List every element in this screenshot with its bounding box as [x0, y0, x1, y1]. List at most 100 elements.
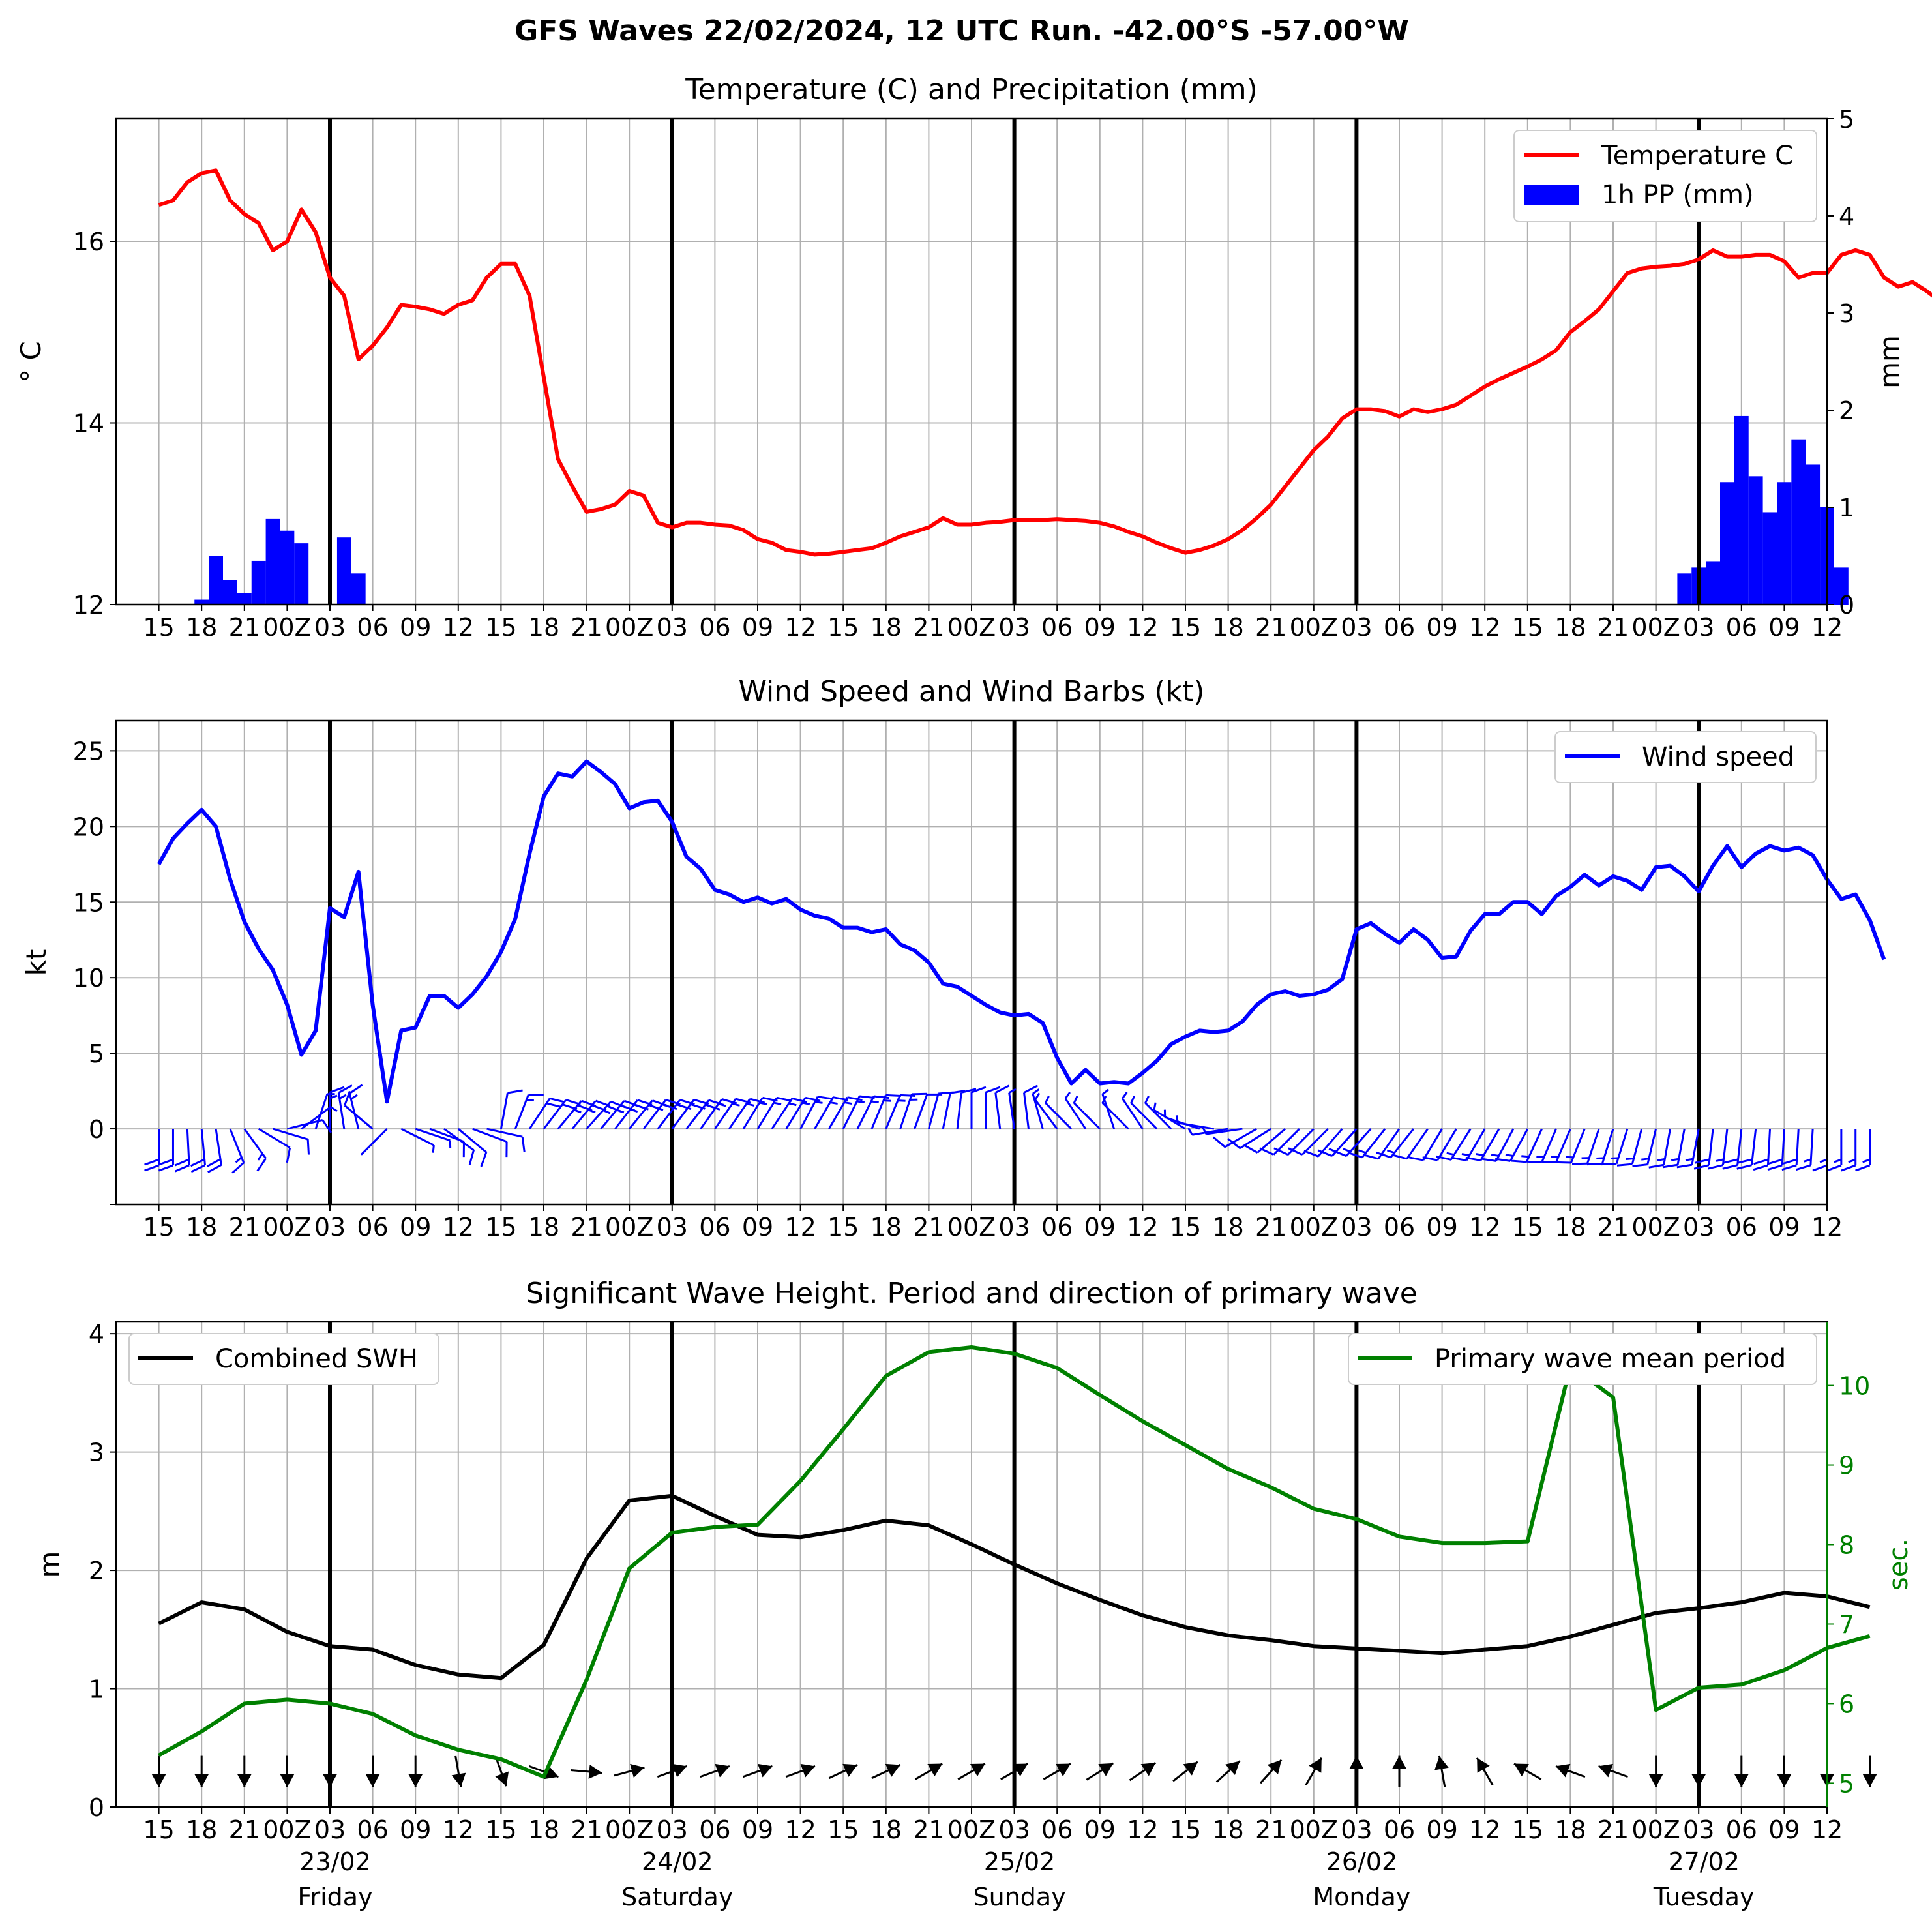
wind-barb — [472, 1128, 508, 1158]
barb-feather — [1723, 1158, 1738, 1164]
day-date-label: 25/02 — [984, 1847, 1056, 1876]
barb-feather — [349, 1084, 363, 1094]
arrow-head — [1183, 1761, 1198, 1776]
wind-barb — [1144, 1096, 1172, 1130]
barb-feather — [1494, 1158, 1511, 1162]
x-tick-label: 06 — [357, 1815, 388, 1844]
barb-feather — [1212, 1136, 1226, 1148]
barb-feather — [1601, 1163, 1617, 1166]
x-tick-label: 12 — [1127, 613, 1158, 642]
wind-barb — [1812, 1129, 1828, 1172]
wind-barb — [457, 1128, 488, 1167]
y-tick-label: 3 — [89, 1439, 104, 1467]
barb-staff — [842, 1096, 861, 1129]
barb-half-feather — [1175, 1115, 1179, 1124]
barb-half-feather — [1834, 1158, 1842, 1163]
barb-feather — [1023, 1084, 1039, 1094]
arrow-head — [927, 1763, 943, 1777]
barb-feather — [344, 1090, 351, 1106]
barb-staff — [1554, 1128, 1571, 1163]
barb-half-feather — [814, 1101, 823, 1104]
x-tick-label: 06 — [1041, 613, 1073, 642]
x-tick-label: 21 — [913, 613, 944, 642]
arrow-head — [1648, 1774, 1663, 1787]
barb-staff — [1361, 1128, 1386, 1158]
legend-period-label: Primary wave mean period — [1434, 1344, 1786, 1374]
wind-barb — [1601, 1128, 1629, 1166]
x-tick-label: 12 — [443, 613, 474, 642]
x-tick-label: 03 — [314, 1213, 346, 1242]
wind-barb — [443, 1128, 475, 1165]
barb-staff — [1450, 1128, 1472, 1161]
barb-staff — [415, 1128, 451, 1142]
barb-half-feather — [1343, 1148, 1351, 1153]
x-tick-label: 18 — [528, 1815, 559, 1844]
x-tick-label: 18 — [1554, 613, 1586, 642]
panel3-ylabel: m — [33, 1551, 65, 1578]
barb-staff — [914, 1094, 929, 1129]
barb-feather — [885, 1094, 901, 1097]
barb-feather — [1465, 1156, 1481, 1161]
y-right-tick-label: 9 — [1839, 1452, 1854, 1480]
barb-half-feather — [1034, 1092, 1041, 1101]
y-tick-label: 5 — [89, 1039, 104, 1068]
barb-feather — [1317, 1149, 1333, 1158]
wave-direction-arrows — [151, 1755, 1877, 1787]
panel3-legend-right: Primary wave mean period — [1348, 1333, 1817, 1385]
x-tick-label: 12 — [784, 613, 816, 642]
x-tick-label: 21 — [913, 1213, 944, 1242]
barb-staff — [1064, 1098, 1087, 1129]
barb-feather — [705, 1103, 721, 1111]
barb-staff — [728, 1098, 751, 1129]
x-tick-label: 12 — [1811, 613, 1843, 642]
panel2-grid — [116, 721, 1828, 1204]
barb-half-feather — [573, 1109, 582, 1114]
precip-bar — [1806, 464, 1821, 605]
y-tick-label: 0 — [89, 1793, 104, 1822]
x-tick-label: 15 — [1170, 1213, 1201, 1242]
barb-feather — [1616, 1163, 1633, 1167]
wind-barb — [1540, 1128, 1571, 1164]
wind-barb — [415, 1128, 452, 1148]
wind-barb — [273, 1128, 310, 1155]
panel1-legend: Temperature C 1h PP (mm) — [1513, 130, 1817, 222]
barb-staff — [314, 1094, 329, 1129]
y-tick-label: 2 — [89, 1557, 104, 1585]
barb-feather — [792, 1098, 808, 1103]
x-tick-label: 21 — [229, 1815, 260, 1844]
x-tick-label: 18 — [1212, 1213, 1243, 1242]
x-tick-label: 15 — [1170, 1815, 1201, 1844]
precip-bar — [1748, 476, 1763, 605]
wave-direction-arrow — [1513, 1763, 1542, 1780]
wind-barb — [229, 1128, 245, 1174]
wind-barb — [1465, 1128, 1500, 1161]
barb-feather — [1273, 1147, 1288, 1156]
barb-feather — [1526, 1160, 1542, 1164]
barb-feather — [1826, 1164, 1842, 1172]
wind-barb — [1101, 1096, 1129, 1130]
barb-feather — [1694, 1158, 1710, 1164]
arrow-head — [1056, 1763, 1071, 1777]
wave-direction-arrow — [1172, 1761, 1198, 1782]
barb-half-feather — [1536, 1156, 1545, 1158]
x-tick-label: 12 — [1127, 1213, 1158, 1242]
wave-direction-arrow — [1555, 1763, 1586, 1778]
barb-feather — [1767, 1158, 1783, 1165]
x-tick-label: 06 — [1384, 1213, 1415, 1242]
wave-direction-arrow — [1734, 1755, 1749, 1787]
x-tick-label: 12 — [784, 1213, 816, 1242]
wave-direction-arrow — [151, 1755, 166, 1787]
barb-staff — [514, 1094, 529, 1129]
barb-staff — [828, 1096, 848, 1129]
wave-panel: Significant Wave Height. Period and dire… — [33, 1277, 1914, 1911]
barb-feather — [256, 1158, 267, 1172]
barb-staff — [1736, 1128, 1743, 1165]
barb-half-feather — [1102, 1088, 1110, 1096]
x-tick-label: 12 — [1469, 1213, 1500, 1242]
barb-feather — [207, 1164, 222, 1173]
y-tick-label: 25 — [73, 737, 104, 766]
wave-direction-arrow — [365, 1755, 380, 1787]
barb-staff — [1301, 1128, 1329, 1156]
x-tick-label: 12 — [1469, 1815, 1500, 1844]
wind-barb — [1023, 1084, 1039, 1129]
